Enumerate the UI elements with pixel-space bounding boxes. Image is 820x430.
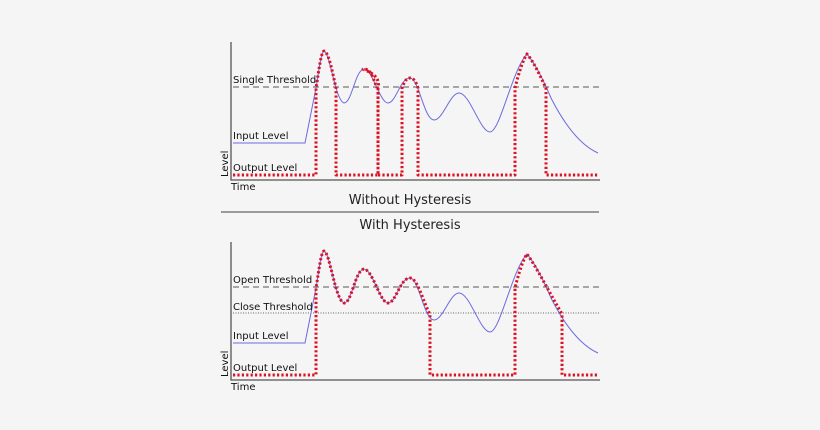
- bottom-x-axis-label: Time: [230, 382, 255, 393]
- bottom-open-threshold-label: Open Threshold: [233, 275, 312, 286]
- bottom-panel-title: With Hysteresis: [359, 218, 460, 233]
- top-y-axis-label: Level: [220, 151, 231, 177]
- top-axes: [230, 42, 600, 181]
- bottom-input-level-label: Input Level: [233, 331, 288, 342]
- top-output-level-label: Output Level: [233, 163, 297, 174]
- bottom-panel: With Hysteresis Open Threshold Close Thr…: [220, 218, 600, 393]
- top-input-level-label: Input Level: [233, 131, 288, 142]
- top-x-axis-label: Time: [230, 182, 255, 193]
- top-input-curve: [233, 50, 599, 154]
- bottom-axes: [230, 242, 600, 381]
- top-output-curve: [233, 49, 598, 177]
- top-panel: Single Threshold Input Level Output Leve…: [220, 42, 600, 208]
- top-single-threshold-label: Single Threshold: [233, 75, 316, 86]
- bottom-close-threshold-label: Close Threshold: [233, 302, 313, 313]
- bottom-y-axis-label: Level: [220, 351, 231, 377]
- bottom-output-curve: [233, 249, 598, 377]
- top-panel-title: Without Hysteresis: [349, 193, 472, 208]
- bottom-output-level-label: Output Level: [233, 363, 297, 374]
